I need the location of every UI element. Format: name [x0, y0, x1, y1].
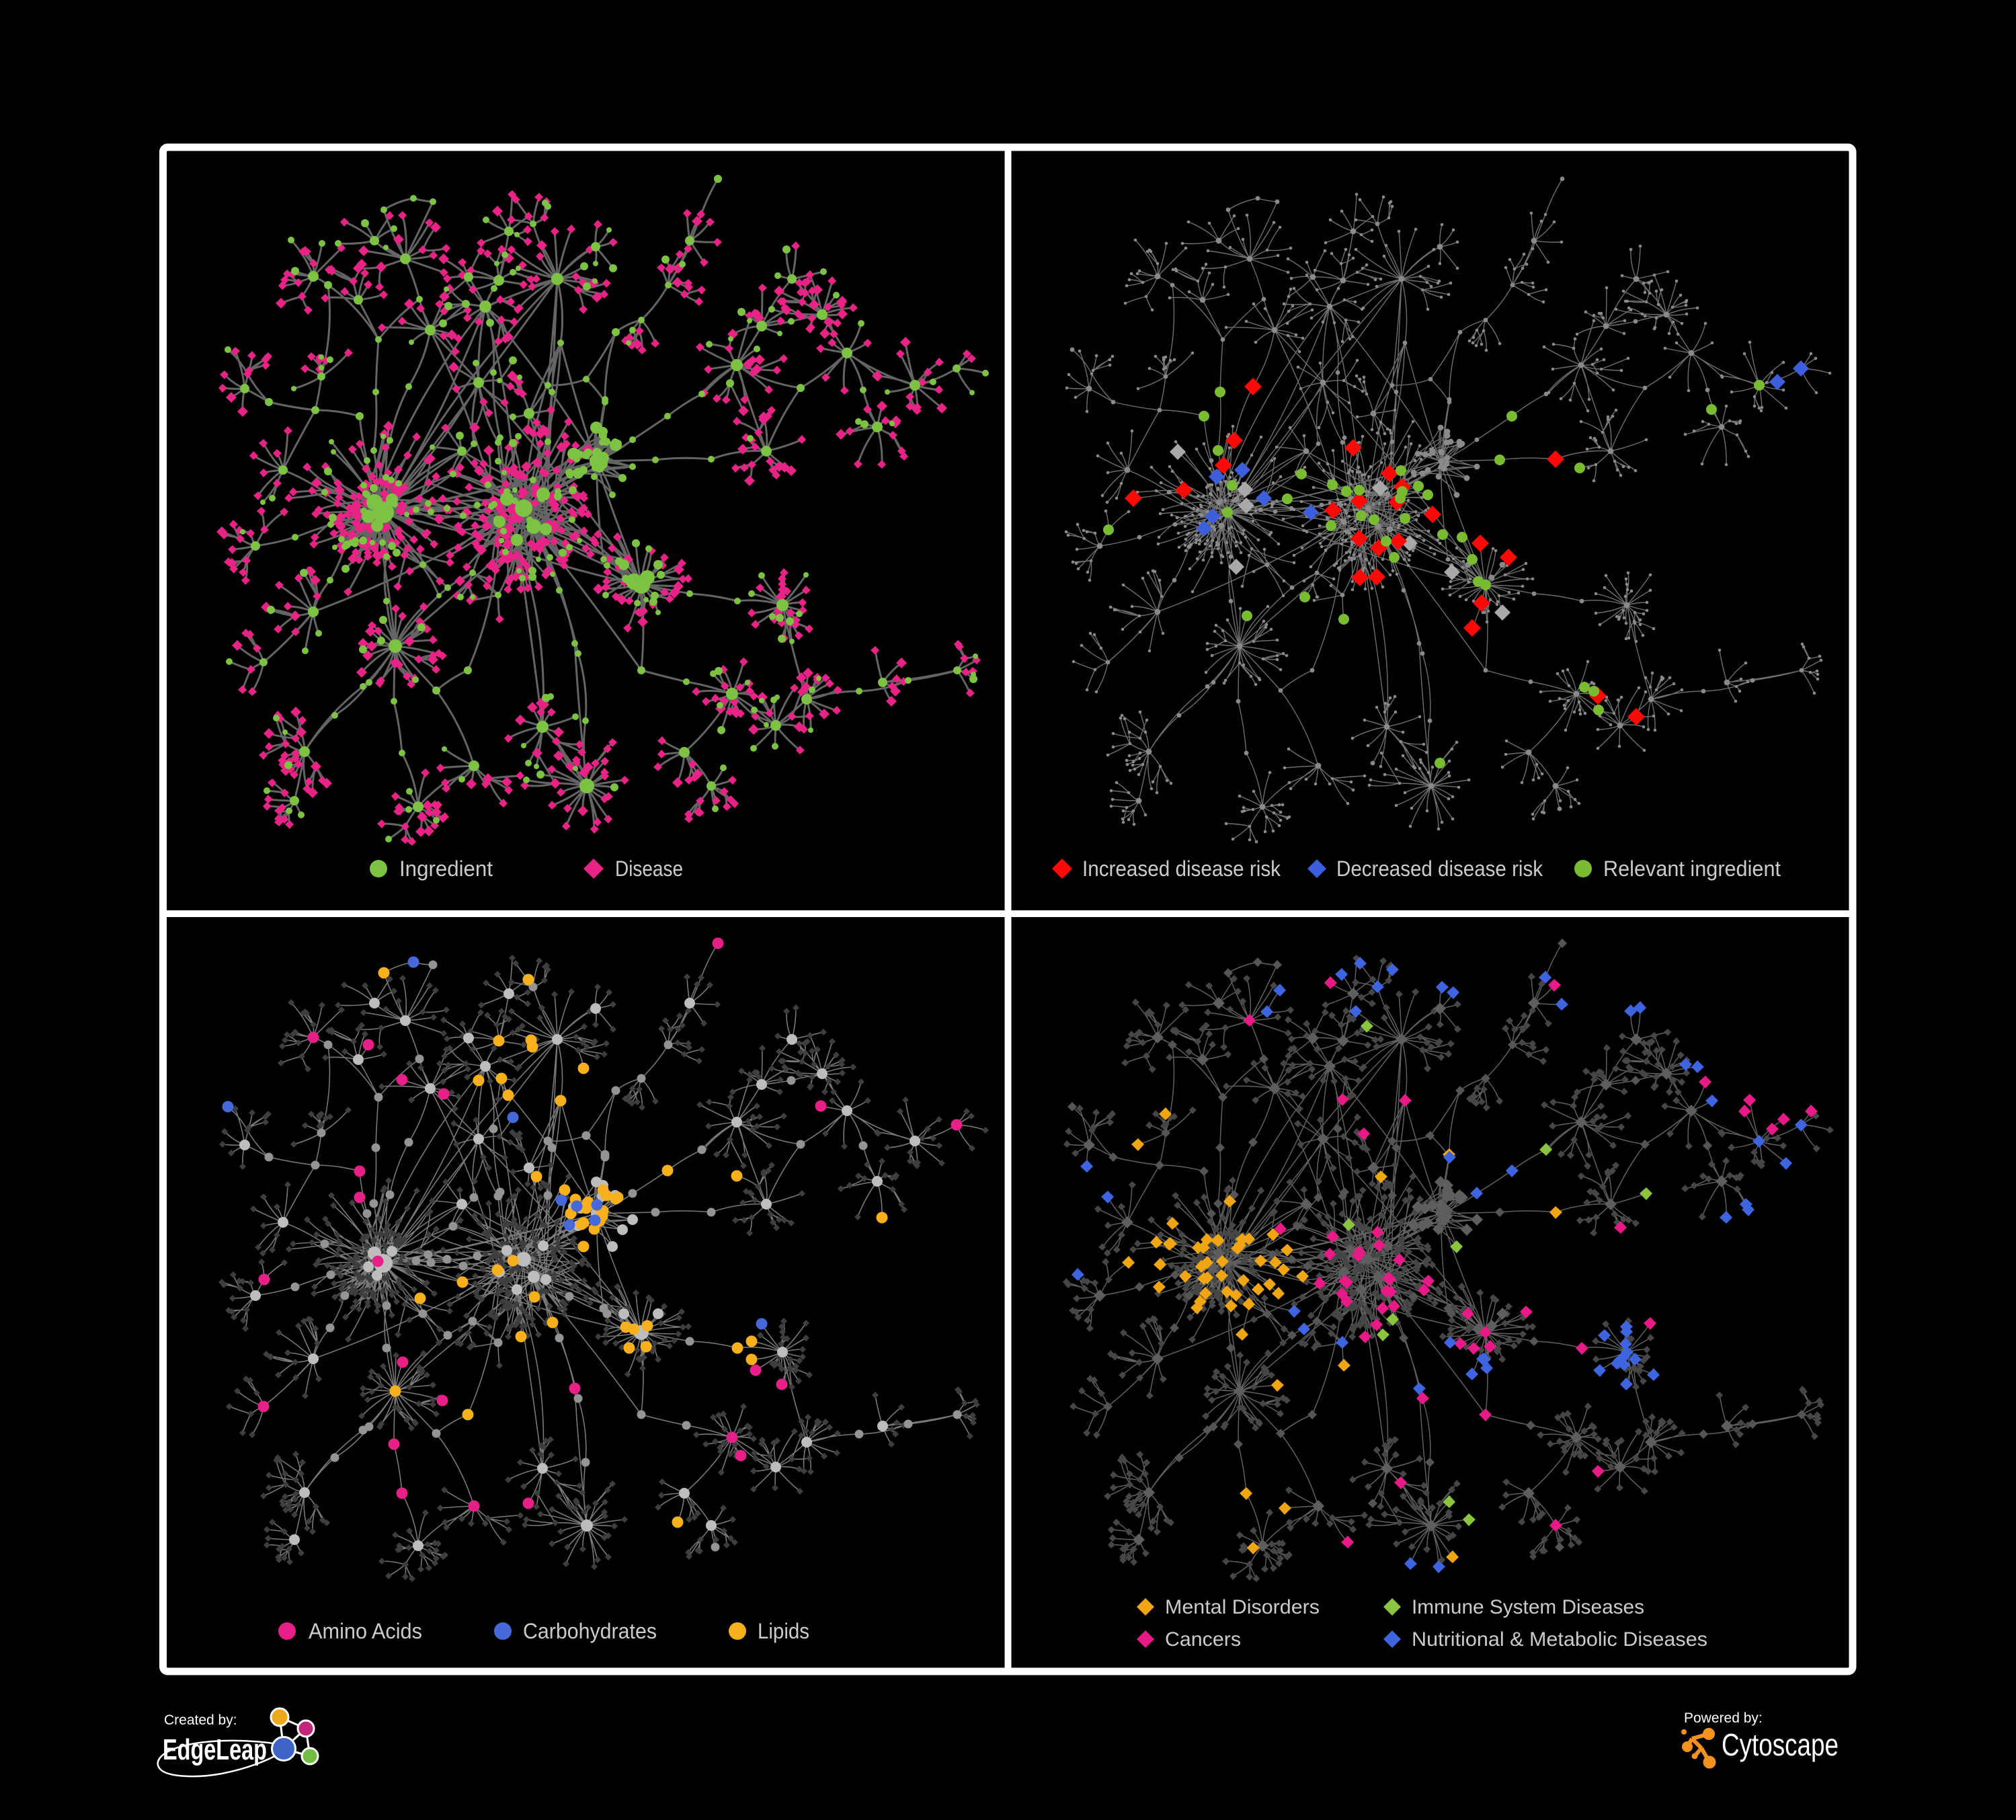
svg-text:Mental Disorders: Mental Disorders: [1165, 1596, 1320, 1618]
svg-text:Immune System Diseases: Immune System Diseases: [1412, 1596, 1644, 1618]
svg-text:Decreased disease risk: Decreased disease risk: [1336, 857, 1543, 881]
svg-text:Disease: Disease: [615, 857, 683, 881]
svg-text:Cancers: Cancers: [1165, 1628, 1241, 1651]
svg-text:Created by:: Created by:: [164, 1712, 237, 1728]
svg-text:EdgeLeap: EdgeLeap: [163, 1733, 267, 1766]
svg-text:Increased disease risk: Increased disease risk: [1082, 857, 1281, 881]
svg-text:Carbohydrates: Carbohydrates: [523, 1619, 657, 1643]
svg-text:Nutritional & Metabolic Diseas: Nutritional & Metabolic Diseases: [1412, 1628, 1707, 1651]
svg-text:Lipids: Lipids: [758, 1619, 809, 1643]
svg-text:Powered by:: Powered by:: [1684, 1710, 1763, 1726]
svg-text:Ingredient: Ingredient: [399, 857, 493, 881]
svg-text:Relevant ingredient: Relevant ingredient: [1603, 857, 1781, 881]
svg-text:Amino Acids: Amino Acids: [309, 1619, 422, 1643]
svg-text:Cytoscape: Cytoscape: [1722, 1727, 1839, 1762]
